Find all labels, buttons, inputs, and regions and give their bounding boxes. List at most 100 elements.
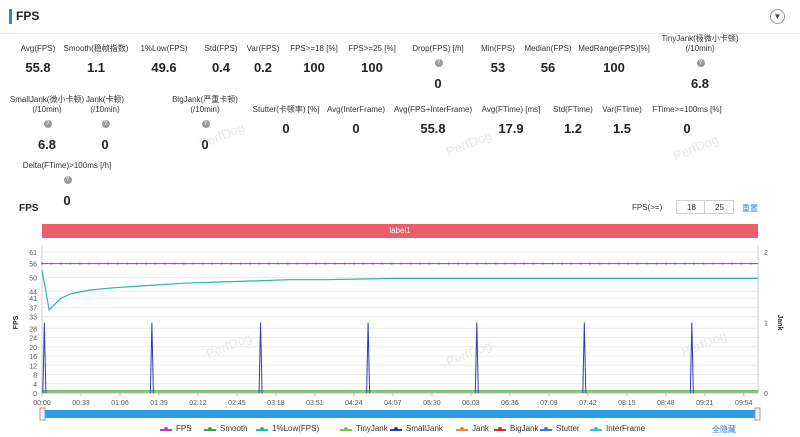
metric-label: Avg(InterFrame) <box>326 105 386 114</box>
zoom-handle-left[interactable] <box>39 407 46 421</box>
panel-header: FPS ▼ <box>0 0 800 34</box>
metric-label: FTime>=100ms [%] <box>652 105 722 114</box>
metric-value: 53 <box>490 60 506 75</box>
help-icon[interactable]: ? <box>43 119 52 128</box>
fps-point <box>598 262 601 265</box>
legend-swatch <box>204 427 216 431</box>
fps-point <box>248 262 252 265</box>
y-left-tick-label: 12 <box>29 363 37 370</box>
fps-filter-label: FPS(>=) <box>632 203 663 212</box>
smalljank-spike <box>258 322 263 394</box>
hide-all-button[interactable]: 全隐藏 <box>712 425 736 434</box>
help-icon[interactable]: ? <box>63 175 72 184</box>
y-left-tick-label: 50 <box>29 275 37 282</box>
metric-label: BigJank(严重卡顿) (/10min) <box>172 95 238 114</box>
x-tick-label: 03:51 <box>306 400 324 407</box>
y-left-tick-label: 61 <box>29 250 37 257</box>
legend-label: Stutter <box>556 424 580 433</box>
y-left-tick-label: 20 <box>29 345 37 352</box>
metric-item: Avg(FPS) 55.8 <box>0 44 98 75</box>
help-icon[interactable]: ? <box>434 58 443 67</box>
metric-label: Avg(FTime) [ms] <box>481 105 541 114</box>
fps-point <box>220 262 223 265</box>
help-icon[interactable]: ? <box>696 58 705 67</box>
metric-label: Std(FTime) <box>553 105 593 114</box>
legend-label: 1%Low(FPS) <box>272 424 320 433</box>
metric-value: 0.4 <box>211 60 231 75</box>
metric-value: 0 <box>201 137 209 152</box>
fps-point <box>390 262 393 265</box>
fps-point <box>144 262 148 265</box>
metric-label: FPS>=18 [%] <box>290 44 338 53</box>
metric-item: BigJank(严重卡顿) (/10min)? 0 <box>145 95 265 152</box>
fps-point <box>522 262 526 265</box>
help-icon[interactable]: ? <box>201 119 210 128</box>
fps-point <box>645 262 649 265</box>
fps-filter-low-input[interactable] <box>676 200 706 214</box>
series-1pct-low-line <box>41 270 758 312</box>
fps-point <box>636 262 639 265</box>
metric-value: 0 <box>63 193 71 208</box>
metric-value: 0.2 <box>253 60 273 75</box>
fps-point <box>721 262 724 265</box>
metric-value: 1.5 <box>612 121 632 136</box>
x-tick-label: 08:48 <box>657 400 675 407</box>
metric-value: 0 <box>683 121 691 136</box>
metric-label: Var(FTime) <box>602 105 642 114</box>
fps-point <box>560 262 563 265</box>
y-right-axis-label: Jank <box>776 315 783 331</box>
fps-point <box>125 262 129 265</box>
metric-value: 1.1 <box>86 60 106 75</box>
fps-point <box>409 262 412 265</box>
fps-point <box>201 262 204 265</box>
x-tick-label: 02:12 <box>189 400 207 407</box>
fps-point <box>475 262 478 265</box>
fps-filter-high-input[interactable] <box>704 200 734 214</box>
fps-point <box>513 262 516 265</box>
metric-value: 49.6 <box>151 60 177 75</box>
metric-item: Var(FPS) 0.2 <box>203 44 323 75</box>
smalljank-spike <box>474 322 479 394</box>
fps-point <box>315 262 318 265</box>
metric-value: 6.8 <box>690 76 710 91</box>
fps-point <box>532 262 535 265</box>
y-left-tick-label: 0 <box>33 391 37 398</box>
metric-value: 0 <box>282 121 290 136</box>
metric-item: Std(FPS) 0.4 <box>161 44 281 75</box>
legend-label: InterFrame <box>606 424 646 433</box>
fps-point <box>371 262 374 265</box>
x-tick-label: 07:09 <box>540 400 558 407</box>
metric-item: Stutter(卡顿率) [%] 0 <box>226 105 346 136</box>
metric-label: Avg(FPS) <box>20 44 56 53</box>
reset-button[interactable]: 重置 <box>742 204 758 213</box>
fps-point <box>541 262 545 265</box>
label-bar[interactable]: label1 <box>42 224 758 238</box>
metric-label: Median(FPS) <box>524 44 572 53</box>
x-tick-label: 03:18 <box>267 400 285 407</box>
metrics-grid: Avg(FPS) 55.8 Smooth(稳帧指数) 1.1 1%Low(FPS) 49.… <box>0 34 800 208</box>
metric-label: Drop(FPS) [/h] <box>412 44 464 53</box>
help-icon[interactable]: ? <box>101 119 110 128</box>
fps-point <box>286 262 289 265</box>
metric-item: Avg(FTime) [ms] 17.9 <box>451 105 571 136</box>
metric-label: Smooth(稳帧指数) <box>63 44 129 53</box>
metric-item: Smooth(稳帧指数) 1.1 <box>36 44 156 75</box>
x-tick-label: 07:42 <box>579 400 597 407</box>
fps-point <box>626 262 630 265</box>
fps-point <box>362 262 365 265</box>
metric-item: Median(FPS) 56 <box>488 44 608 75</box>
legend-swatch <box>390 427 402 431</box>
fps-point <box>494 262 497 265</box>
fps-point <box>655 262 658 265</box>
y-left-tick-label: 4 <box>33 382 37 389</box>
smalljank-spike <box>582 322 587 394</box>
fps-point <box>116 262 119 265</box>
fps-point <box>485 262 488 265</box>
zoom-handle-right[interactable] <box>754 407 761 421</box>
fps-point <box>740 262 743 265</box>
legend-swatch <box>590 427 602 431</box>
header-accent-bar <box>9 9 12 24</box>
fps-point <box>324 262 327 265</box>
chevron-down-icon[interactable]: ▼ <box>770 9 785 24</box>
